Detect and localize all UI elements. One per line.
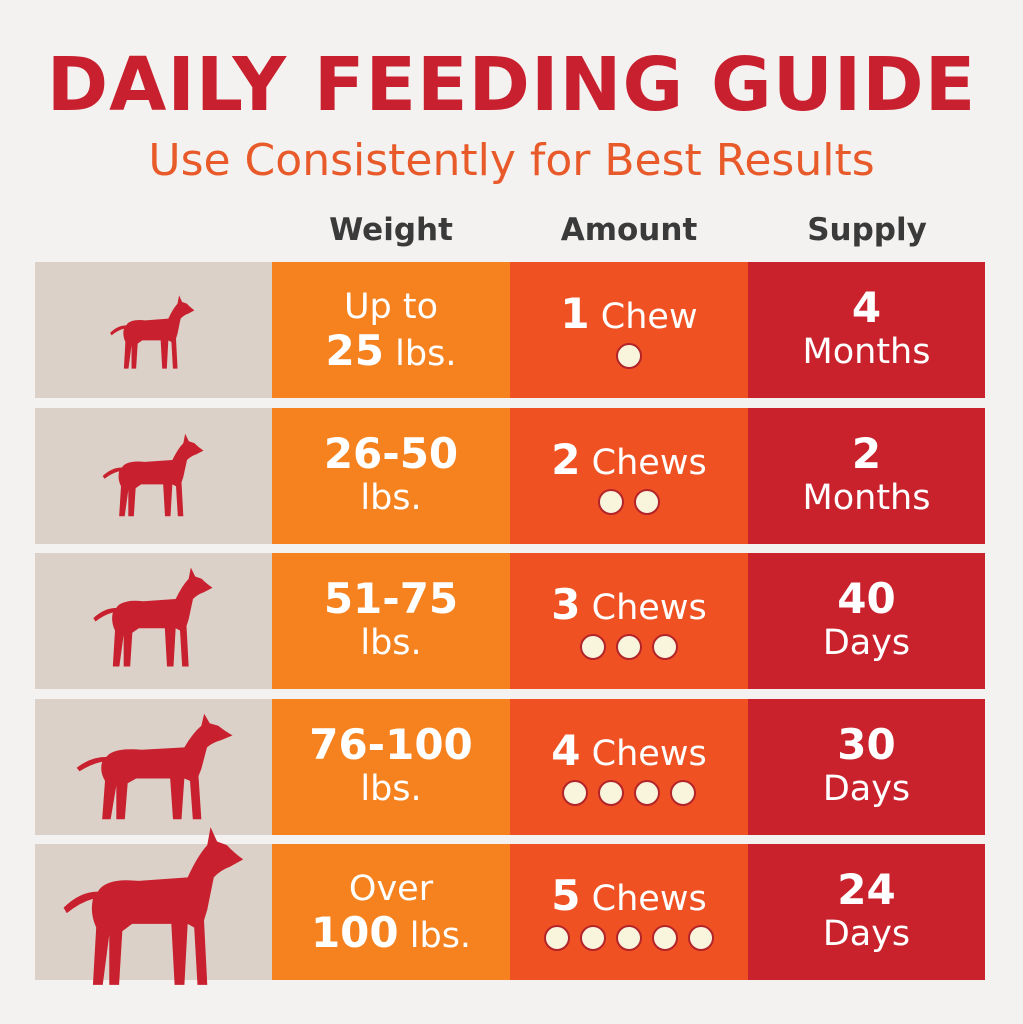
dog-cell	[35, 699, 272, 835]
weight-unit: lbs.	[360, 769, 422, 809]
amount-cell: 3 Chews	[510, 553, 748, 689]
chew-icon	[580, 633, 606, 660]
weight-prefix: Over	[348, 868, 434, 909]
dog-cell	[35, 553, 272, 689]
supply-unit: Months	[802, 478, 931, 518]
weight-unit: lbs.	[360, 623, 422, 663]
terrier-icon	[93, 567, 213, 667]
chew-dots	[598, 488, 660, 515]
weight-unit: lbs.	[360, 478, 422, 518]
chew-icon	[634, 779, 660, 806]
table-row: 51-75 lbs. 3 Chews 40 Days	[35, 553, 985, 689]
supply-value: 40	[837, 574, 896, 623]
dog-cell	[35, 262, 272, 398]
supply-value: 24	[837, 865, 896, 914]
chews-label: Chews	[591, 442, 707, 483]
supply-unit: Days	[822, 623, 911, 663]
weight-cell: 26-50 lbs.	[272, 408, 510, 544]
chew-dots	[616, 342, 642, 369]
weight-value: 100	[310, 907, 399, 957]
weight-unit: lbs.	[395, 333, 457, 374]
weight-cell: 51-75 lbs.	[272, 553, 510, 689]
supply-unit: Days	[822, 769, 911, 809]
supply-cell: 24 Days	[748, 844, 985, 980]
header-supply: Supply	[807, 212, 927, 248]
amount-cell: 5 Chews	[510, 844, 748, 980]
shepherd-icon	[76, 713, 233, 820]
chihuahua-icon	[110, 295, 195, 369]
table-row: Up to 25 lbs. 1 Chew 4 Months	[35, 262, 985, 398]
amount-cell: 1 Chew	[510, 262, 748, 398]
weight-cell: 76-100 lbs.	[272, 699, 510, 835]
table-row: Over 100 lbs. 5 Chews 24 Days	[35, 827, 985, 985]
page-title: DAILY FEEDING GUIDE	[46, 42, 977, 128]
supply-unit: Days	[822, 914, 911, 954]
chews-count: 5	[551, 870, 581, 920]
chews-count: 1	[560, 288, 590, 338]
table-row: 76-100 lbs. 4 Chews 30 Days	[35, 699, 985, 835]
chews-label: Chews	[591, 733, 707, 774]
chew-icon	[616, 924, 642, 951]
chew-icon	[688, 924, 714, 951]
chew-icon	[598, 488, 624, 515]
supply-cell: 2 Months	[748, 408, 985, 544]
weight-value: 76-100	[309, 720, 473, 769]
chew-dots	[544, 924, 714, 951]
dog-cell	[35, 408, 272, 544]
supply-cell: 40 Days	[748, 553, 985, 689]
weight-value: 25	[325, 325, 384, 375]
page-subtitle: Use Consistently for Best Results	[148, 135, 875, 186]
weight-cell: Up to 25 lbs.	[272, 262, 510, 398]
chew-icon	[616, 633, 642, 660]
header-amount: Amount	[560, 212, 698, 248]
chews-count: 2	[551, 434, 581, 484]
supply-cell: 30 Days	[748, 699, 985, 835]
chews-label: Chews	[591, 587, 707, 628]
chews-count: 3	[551, 579, 581, 629]
dog-cell	[35, 827, 272, 985]
supply-cell: 4 Months	[748, 262, 985, 398]
chew-dots	[580, 633, 678, 660]
supply-value: 30	[837, 720, 896, 769]
amount-cell: 2 Chews	[510, 408, 748, 544]
amount-cell: 4 Chews	[510, 699, 748, 835]
header-weight: Weight	[329, 212, 453, 248]
chews-count: 4	[551, 725, 581, 775]
great-dane-icon	[63, 827, 244, 985]
weight-prefix: Up to	[343, 286, 439, 327]
chew-icon	[598, 779, 624, 806]
supply-unit: Months	[802, 332, 931, 372]
supply-value: 4	[851, 283, 882, 332]
chew-icon	[580, 924, 606, 951]
chew-icon	[616, 342, 642, 369]
weight-value: 51-75	[323, 574, 459, 623]
table-row: 26-50 lbs. 2 Chews 2 Months	[35, 408, 985, 544]
chew-icon	[652, 633, 678, 660]
weight-cell: Over 100 lbs.	[272, 844, 510, 980]
weight-unit: lbs.	[409, 915, 472, 956]
chew-icon	[634, 488, 660, 515]
chew-dots	[562, 779, 696, 806]
chews-label: Chew	[600, 296, 698, 337]
chews-label: Chews	[591, 878, 707, 919]
chew-icon	[562, 779, 588, 806]
chew-icon	[652, 924, 678, 951]
chew-icon	[544, 924, 570, 951]
bulldog-icon	[102, 433, 204, 517]
weight-value: 26-50	[323, 429, 459, 478]
chew-icon	[670, 779, 696, 806]
supply-value: 2	[851, 429, 882, 478]
